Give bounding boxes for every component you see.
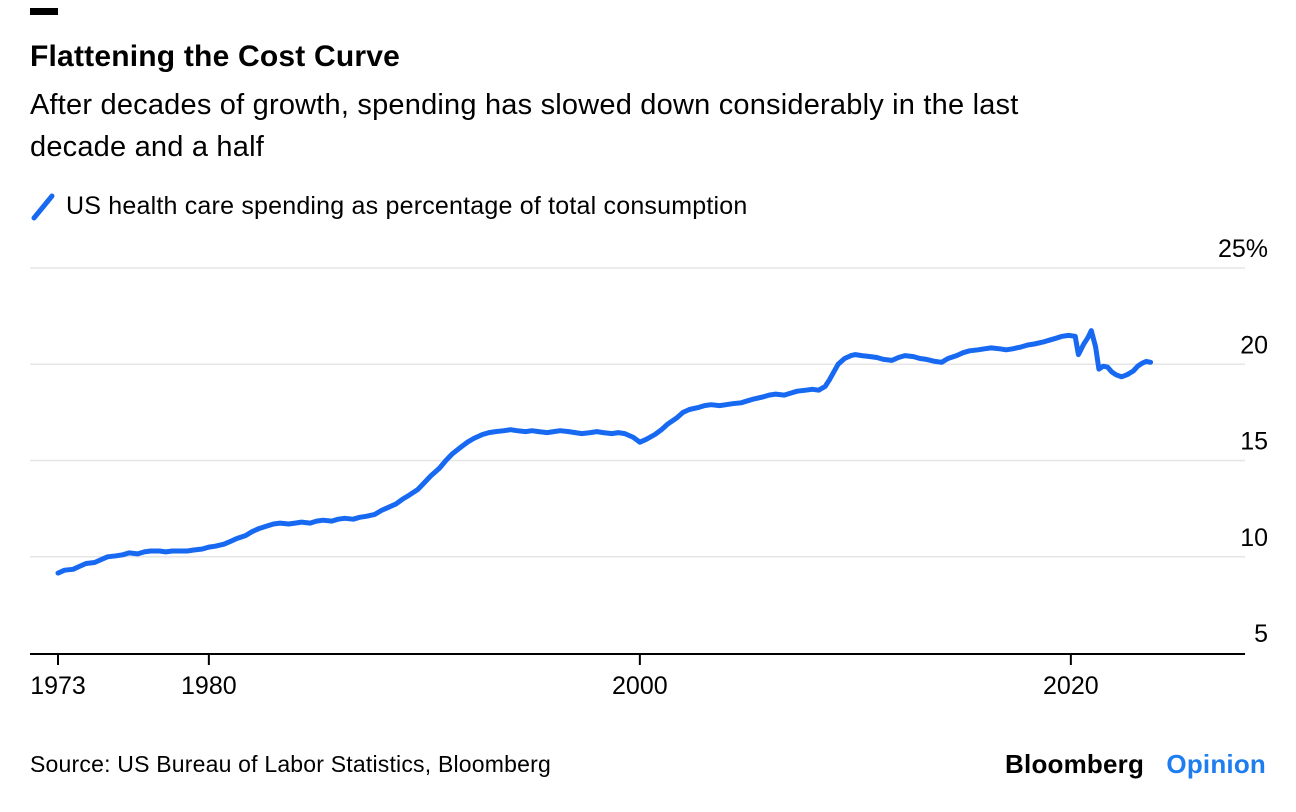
y-axis-label: 10 (1240, 524, 1268, 552)
logo-opinion-text: Opinion (1166, 749, 1266, 779)
chart-title: Flattening the Cost Curve (30, 40, 401, 73)
legend: US health care spending as percentage of… (30, 192, 747, 221)
y-axis-label: 5 (1254, 620, 1268, 648)
x-axis-label: 2000 (612, 672, 668, 700)
legend-marker-line (31, 193, 55, 220)
bloomberg-opinion-logo: Bloomberg Opinion (1005, 749, 1266, 780)
x-axis-label: 1980 (181, 672, 237, 700)
y-axis-label: 20 (1240, 331, 1268, 359)
chart-subtitle: After decades of growth, spending has sl… (30, 89, 1019, 163)
source-note: Source: US Bureau of Labor Statistics, B… (30, 751, 551, 777)
y-axis-label: 25% (1218, 235, 1268, 263)
brand-tick-bar (30, 8, 58, 15)
logo-bloomberg-text: Bloomberg (1005, 749, 1145, 779)
y-axis-label: 15 (1240, 428, 1268, 456)
legend-slash-icon (30, 193, 56, 221)
data-line-series (55, 328, 1154, 576)
legend-label: US health care spending as percentage of… (66, 192, 748, 220)
x-axis-label: 1973 (30, 672, 86, 700)
x-axis-label: 2020 (1043, 672, 1099, 700)
